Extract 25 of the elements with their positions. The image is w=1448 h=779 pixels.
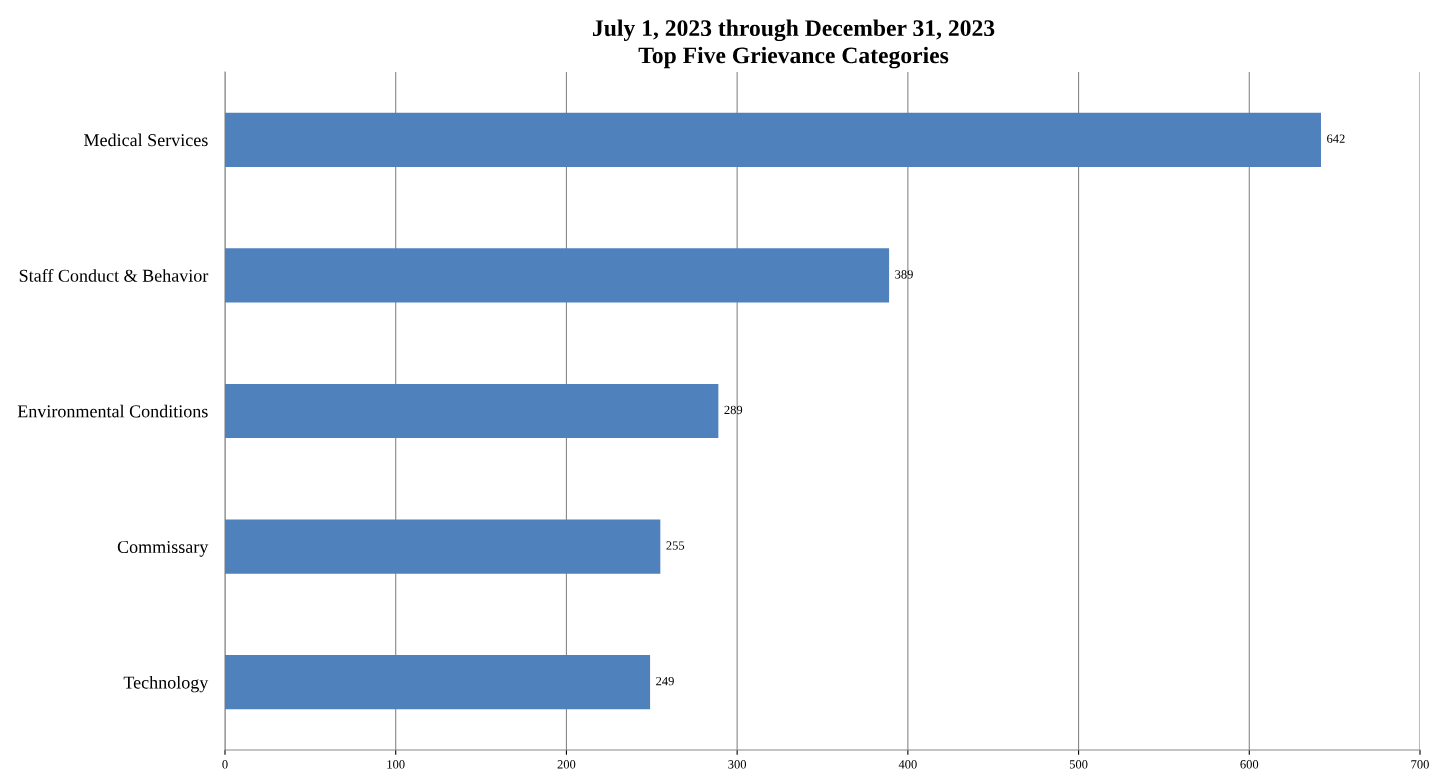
y-tick-label: Medical Services: [84, 133, 208, 147]
x-tick-label: 200: [557, 760, 576, 769]
y-tick-label: Technology: [123, 675, 209, 693]
x-tick-label: 300: [728, 760, 747, 769]
x-tick-label: 0: [222, 760, 228, 769]
x-tick-label: 700: [1411, 760, 1429, 769]
bar: [225, 519, 661, 574]
chart-subtitle: Top Five Grievance Categories: [638, 46, 949, 69]
chart-title: July 1, 2023 through December 31, 2023: [593, 19, 995, 42]
y-tick-label: Commissary: [117, 540, 209, 557]
x-tick-label: 100: [387, 760, 405, 769]
bar: [225, 112, 1321, 167]
bar: [225, 383, 719, 439]
data-label: 249: [656, 676, 674, 686]
data-label: 642: [1327, 134, 1345, 143]
x-tick-label: 600: [1240, 760, 1259, 769]
x-tick-label: 400: [898, 760, 917, 769]
y-tick-label: Staff Conduct & Behavior: [19, 268, 209, 282]
y-tick-label: Environmental Conditions: [17, 404, 208, 418]
data-label: 255: [666, 541, 685, 550]
data-label: 289: [724, 405, 743, 415]
x-tick-label: 500: [1069, 760, 1088, 769]
data-label: 389: [895, 270, 913, 279]
bar: [225, 655, 651, 710]
bar: [225, 248, 890, 303]
